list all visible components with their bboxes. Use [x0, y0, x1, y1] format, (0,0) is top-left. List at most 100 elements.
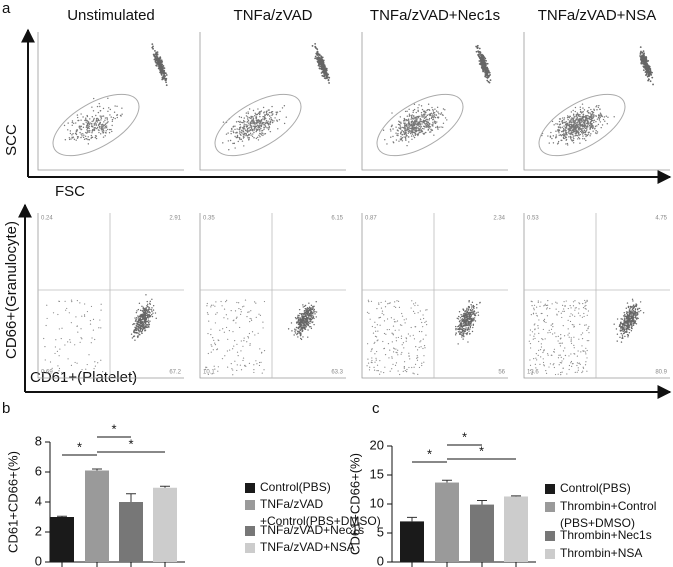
event-dot	[437, 117, 439, 119]
event-dot	[560, 342, 562, 344]
event-dot	[626, 312, 628, 315]
event-dot	[377, 330, 379, 332]
event-dot	[315, 311, 318, 313]
event-dot	[397, 130, 399, 132]
event-dot	[467, 308, 470, 310]
event-dot	[477, 314, 480, 316]
event-dot	[233, 319, 235, 321]
event-dot	[368, 300, 370, 303]
event-dot	[146, 324, 149, 326]
event-dot	[376, 350, 378, 353]
event-dot	[580, 121, 583, 123]
event-dot	[246, 130, 248, 132]
event-dot	[410, 131, 412, 133]
event-dot	[305, 322, 307, 324]
event-dot	[647, 59, 650, 62]
event-dot	[607, 116, 609, 118]
event-dot	[148, 326, 150, 328]
event-dot	[402, 131, 405, 133]
legend-label: Control(PBS)	[260, 480, 331, 494]
event-dot	[598, 119, 601, 121]
event-dot	[404, 129, 406, 132]
event-dot	[89, 323, 92, 325]
event-dot	[581, 332, 584, 334]
event-dot	[300, 320, 302, 323]
event-dot	[390, 136, 392, 138]
event-dot	[409, 335, 411, 337]
event-dot	[297, 326, 300, 328]
event-dot	[269, 130, 272, 133]
event-dot	[636, 314, 639, 316]
event-dot	[563, 119, 565, 121]
event-dot	[232, 348, 234, 350]
event-dot	[300, 328, 302, 330]
event-dot	[640, 50, 642, 53]
event-dot	[466, 333, 468, 336]
event-dot	[625, 307, 627, 309]
event-dot	[404, 322, 406, 324]
y-tick-label: 20	[370, 437, 384, 452]
event-dot	[230, 310, 232, 312]
event-dot	[97, 118, 100, 120]
event-dot	[401, 312, 403, 315]
event-dot	[573, 324, 575, 326]
event-dot	[104, 119, 106, 121]
event-dot	[139, 333, 141, 336]
event-dot	[311, 45, 314, 47]
event-dot	[555, 308, 557, 310]
event-dot	[322, 71, 325, 74]
event-dot	[274, 117, 276, 119]
event-dot	[561, 360, 563, 362]
event-dot	[239, 121, 241, 124]
event-dot	[584, 364, 587, 366]
event-dot	[135, 319, 137, 321]
event-dot	[539, 349, 542, 351]
event-dot	[139, 309, 142, 312]
event-dot	[574, 315, 576, 317]
event-dot	[396, 320, 399, 322]
event-dot	[255, 118, 257, 120]
event-dot	[310, 312, 312, 314]
event-dot	[417, 109, 419, 112]
event-dot	[588, 325, 590, 328]
event-dot	[245, 123, 247, 126]
event-dot	[472, 318, 475, 320]
event-dot	[406, 110, 408, 112]
event-dot	[401, 324, 403, 326]
event-dot	[74, 344, 76, 346]
event-dot	[432, 121, 434, 124]
event-dot	[474, 313, 476, 315]
event-dot	[264, 122, 267, 125]
event-dot	[232, 130, 234, 132]
event-dot	[427, 121, 429, 123]
event-dot	[101, 126, 103, 128]
event-dot	[141, 329, 144, 331]
event-dot	[258, 134, 260, 137]
event-dot	[99, 122, 101, 124]
event-dot	[305, 308, 307, 310]
event-dot	[476, 303, 478, 306]
event-dot	[49, 361, 52, 363]
event-dot	[57, 365, 59, 367]
event-dot	[247, 119, 250, 122]
event-dot	[404, 138, 407, 140]
event-dot	[568, 355, 570, 357]
event-dot	[142, 323, 144, 325]
event-dot	[313, 317, 315, 320]
event-dot	[255, 122, 258, 125]
event-dot	[145, 324, 147, 327]
event-dot	[432, 110, 435, 112]
event-dot	[143, 327, 145, 330]
event-dot	[568, 116, 571, 119]
event-dot	[141, 318, 143, 321]
event-dot	[87, 138, 89, 141]
event-dot	[571, 324, 573, 326]
event-dot	[51, 367, 53, 369]
event-dot	[55, 339, 57, 341]
event-dot	[416, 359, 419, 361]
event-dot	[98, 127, 101, 129]
bar	[119, 502, 143, 562]
event-dot	[321, 63, 324, 65]
event-dot	[568, 124, 571, 127]
event-dot	[629, 312, 631, 315]
